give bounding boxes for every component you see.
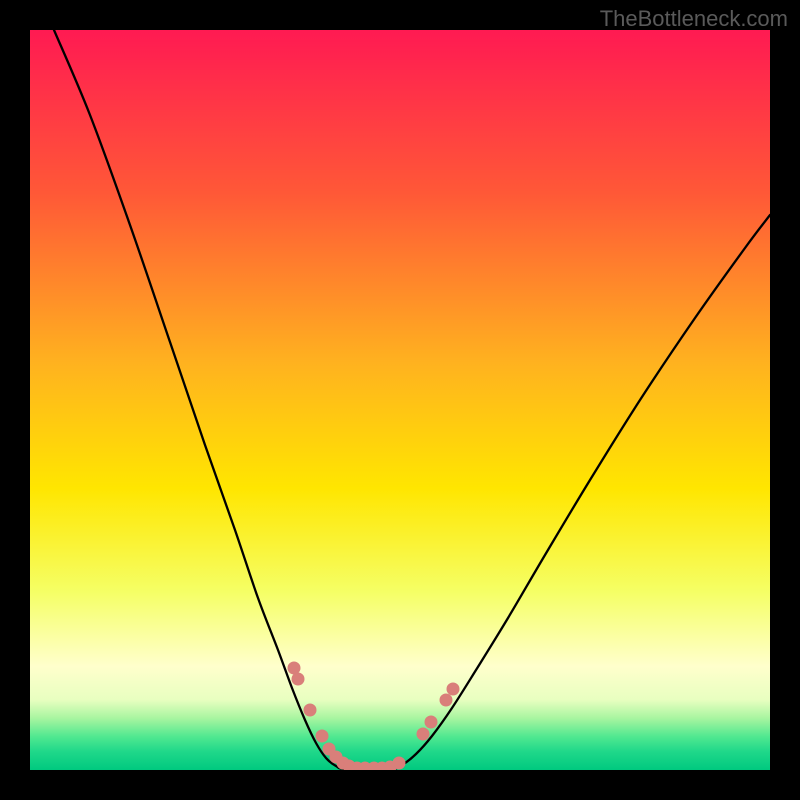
chart-frame: TheBottleneck.com: [0, 0, 800, 800]
highlight-dot: [393, 757, 405, 769]
highlight-dot: [417, 728, 429, 740]
plot-area: [30, 30, 770, 770]
chart-svg: [30, 30, 770, 770]
highlight-dot: [447, 683, 459, 695]
highlight-dot: [292, 673, 304, 685]
highlight-dot: [425, 716, 437, 728]
highlight-dot: [316, 730, 328, 742]
gradient-background: [30, 30, 770, 770]
highlight-dot: [288, 662, 300, 674]
highlight-dot: [440, 694, 452, 706]
watermark-text: TheBottleneck.com: [600, 6, 788, 32]
highlight-dot: [304, 704, 316, 716]
